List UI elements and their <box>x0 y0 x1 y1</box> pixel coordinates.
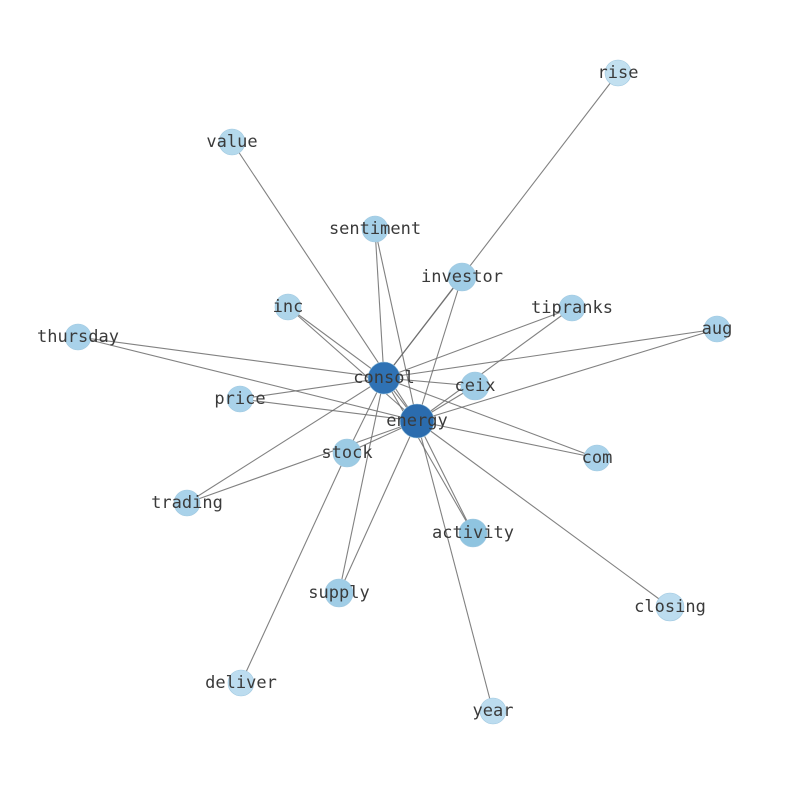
graph-node-supply[interactable] <box>324 578 354 608</box>
graph-node-stock[interactable] <box>332 438 362 468</box>
graph-edge <box>338 420 418 594</box>
graph-edge <box>240 452 348 684</box>
graph-edge <box>416 420 474 534</box>
graph-edge <box>416 276 463 422</box>
graph-edge <box>77 336 385 379</box>
graph-edge <box>383 307 573 379</box>
graph-node-value[interactable] <box>218 128 246 156</box>
graph-edge <box>383 377 598 459</box>
graph-edge <box>374 228 418 422</box>
graph-node-closing[interactable] <box>655 592 685 622</box>
graph-edge <box>287 306 418 422</box>
graph-edge <box>77 336 418 422</box>
graph-edge <box>374 228 385 379</box>
graph-node-activity[interactable] <box>458 518 488 548</box>
nodes-layer <box>64 59 731 725</box>
graph-node-energy[interactable] <box>399 403 435 439</box>
graph-edge <box>186 377 385 504</box>
graph-node-consol[interactable] <box>367 361 401 395</box>
graph-node-thursday[interactable] <box>64 323 92 351</box>
graph-edge <box>287 306 385 379</box>
graph-node-com[interactable] <box>583 444 611 472</box>
graph-edge <box>239 398 418 422</box>
graph-edge <box>338 377 385 594</box>
graph-edge <box>186 420 418 504</box>
edges-layer <box>77 72 718 712</box>
graph-node-tipranks[interactable] <box>558 294 586 322</box>
graph-node-price[interactable] <box>226 385 254 413</box>
graph-edge <box>416 420 598 459</box>
graph-edge <box>416 420 671 608</box>
graph-node-rise[interactable] <box>604 59 632 87</box>
graph-edge <box>239 377 385 400</box>
graph-edge <box>383 276 463 379</box>
graph-edge <box>416 420 494 712</box>
graph-edge <box>416 328 718 422</box>
graph-node-ceix[interactable] <box>460 371 490 401</box>
graph-node-deliver[interactable] <box>227 669 255 697</box>
graph-node-sentiment[interactable] <box>361 215 389 243</box>
graph-node-aug[interactable] <box>703 315 731 343</box>
graph-edge <box>383 377 474 534</box>
graph-node-year[interactable] <box>479 697 507 725</box>
graph-node-inc[interactable] <box>274 293 302 321</box>
graph-node-investor[interactable] <box>447 262 477 292</box>
graph-edge <box>416 307 573 422</box>
graph-edge <box>383 328 718 379</box>
graph-node-trading[interactable] <box>173 489 201 517</box>
